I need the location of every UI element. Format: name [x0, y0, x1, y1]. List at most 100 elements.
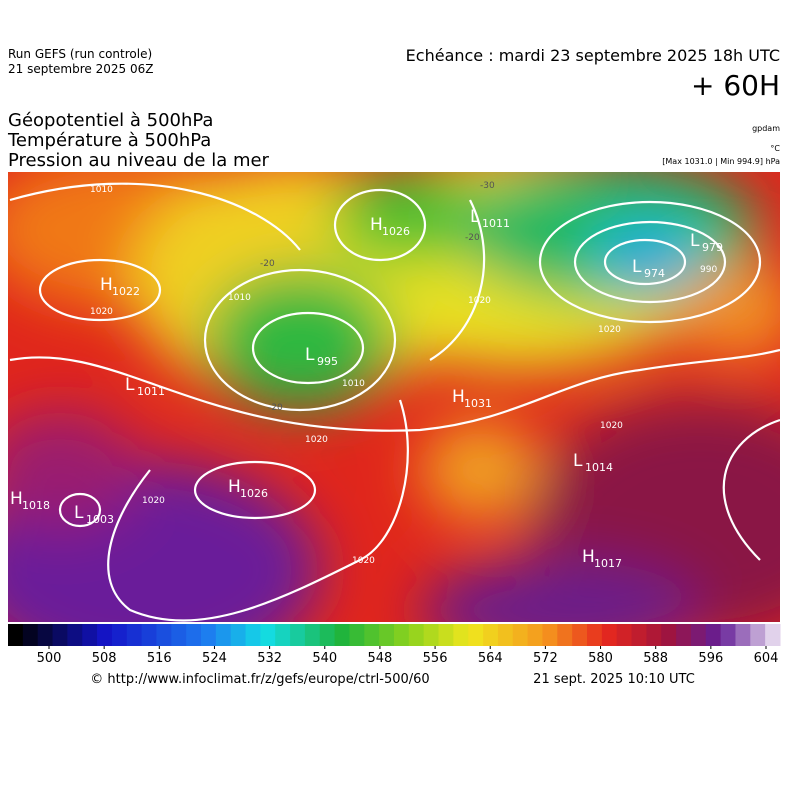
colorbar-tick-label: 588 [643, 651, 668, 666]
colorbar-swatch [379, 624, 395, 646]
colorbar-swatch [616, 624, 633, 646]
colorbar-swatch [423, 624, 440, 646]
pressure-value: 1031 [464, 397, 492, 410]
colorbar-tick-label: 500 [37, 651, 62, 666]
isobar-label: 1020 [90, 307, 113, 317]
colorbar-swatch [765, 624, 781, 646]
colorbar-swatch [631, 624, 647, 646]
footer-url: © http://www.infoclimat.fr/z/gefs/europe… [90, 672, 429, 687]
colorbar-swatch [453, 624, 469, 646]
colorbar-tick-label: 540 [312, 651, 337, 666]
colorbar-tick-label: 580 [588, 651, 613, 666]
pressure-value: 1003 [86, 513, 114, 526]
colorbar-swatch [468, 624, 484, 646]
colorbar-swatch [601, 624, 618, 646]
colorbar-swatch [245, 624, 261, 646]
colorbar-swatch [557, 624, 573, 646]
unit-celsius: °C [770, 144, 780, 153]
pressure-type: H [10, 489, 23, 509]
isobar-label: 990 [700, 265, 717, 275]
colorbar-swatch [275, 624, 291, 646]
colorbar-tick-label: 532 [257, 651, 282, 666]
colorbar-swatch [230, 624, 247, 646]
isobar-label: 1010 [90, 185, 113, 195]
colorbar-swatch [97, 624, 113, 646]
run-date: 21 septembre 2025 06Z [8, 62, 153, 76]
colorbar-swatch [735, 624, 751, 646]
colorbar-tick-label: 524 [202, 651, 227, 666]
pressure-type: H [452, 387, 465, 407]
colorbar-tick-label: 516 [147, 651, 172, 666]
colorbar: 500 508 516 524 532 540 548 556 564 572 580 588 596 6… [8, 624, 781, 666]
colorbar-swatch [186, 624, 202, 646]
pressure-type: L [632, 257, 642, 277]
lead-time: + 60H [691, 69, 780, 102]
colorbar-swatch [676, 624, 692, 646]
pressure-value: 979 [702, 241, 723, 254]
temperature-label: -30 [480, 181, 495, 191]
pressure-type: L [125, 375, 135, 395]
map [8, 172, 780, 622]
isobar-label: 1010 [228, 293, 251, 303]
pressure-type: H [100, 275, 113, 295]
colorbar-tick-label: 508 [92, 651, 117, 666]
isobar-label: 1020 [142, 496, 165, 506]
colorbar-swatch [408, 624, 425, 646]
colorbar-swatch [319, 624, 336, 646]
pressure-type: L [690, 231, 700, 251]
title-temperature: Température à 500hPa [7, 130, 211, 151]
pressure-value: 1018 [22, 499, 50, 512]
pressure-type: L [305, 345, 315, 365]
colorbar-swatch [22, 624, 39, 646]
title-geopotential: Géopotentiel à 500hPa [8, 110, 213, 131]
colorbar-swatch [171, 624, 187, 646]
isobar-label: 1020 [600, 421, 623, 431]
colorbar-swatch [156, 624, 172, 646]
pressure-type: H [582, 547, 595, 567]
colorbar-swatch [646, 624, 662, 646]
pressure-value: 1014 [585, 461, 613, 474]
run-label: Run GEFS (run controle) [8, 47, 152, 61]
colorbar-swatch [126, 624, 143, 646]
colorbar-tick-label: 548 [368, 651, 393, 666]
colorbar-swatch [141, 624, 157, 646]
title-pressure: Pression au niveau de la mer [8, 150, 270, 171]
isobar-label: 1010 [342, 379, 365, 389]
colorbar-swatch [8, 624, 24, 646]
colorbar-tick-label: 604 [754, 651, 779, 666]
colorbar-swatch [750, 624, 766, 646]
isobar-label: 1020 [352, 556, 375, 566]
pressure-type: L [74, 503, 84, 523]
colorbar-swatch [572, 624, 588, 646]
colorbar-swatch [304, 624, 321, 646]
colorbar-tick-label: 596 [698, 651, 723, 666]
isobar-label: 1020 [598, 325, 621, 335]
colorbar-swatch [201, 624, 217, 646]
isobar-label: 1020 [468, 296, 491, 306]
colorbar-swatch [394, 624, 410, 646]
isobar-label: 1020 [305, 435, 328, 445]
colorbar-swatch [52, 624, 68, 646]
unit-gpdam: gpdam [752, 124, 780, 133]
unit-hpa: [Max 1031.0 | Min 994.9] hPa [662, 157, 780, 166]
temperature-label: -20 [260, 259, 275, 269]
pressure-value: 1017 [594, 557, 622, 570]
colorbar-swatch [37, 624, 54, 646]
colorbar-tick-label: 556 [423, 651, 448, 666]
colorbar-swatch [290, 624, 306, 646]
pressure-value: 974 [644, 267, 665, 280]
footer-timestamp: 21 sept. 2025 10:10 UTC [533, 672, 695, 687]
colorbar-swatch [82, 624, 98, 646]
colorbar-swatch [111, 624, 128, 646]
colorbar-tick-label: 572 [533, 651, 558, 666]
colorbar-swatch [349, 624, 365, 646]
echeance: Echéance : mardi 23 septembre 2025 18h U… [406, 46, 780, 65]
colorbar-swatch [364, 624, 380, 646]
colorbar-swatch [497, 624, 514, 646]
colorbar-swatch [512, 624, 529, 646]
pressure-value: 1011 [482, 217, 510, 230]
colorbar-swatch [587, 624, 603, 646]
pressure-type: H [370, 215, 383, 235]
colorbar-swatch [215, 624, 232, 646]
pressure-value: 1026 [240, 487, 268, 500]
